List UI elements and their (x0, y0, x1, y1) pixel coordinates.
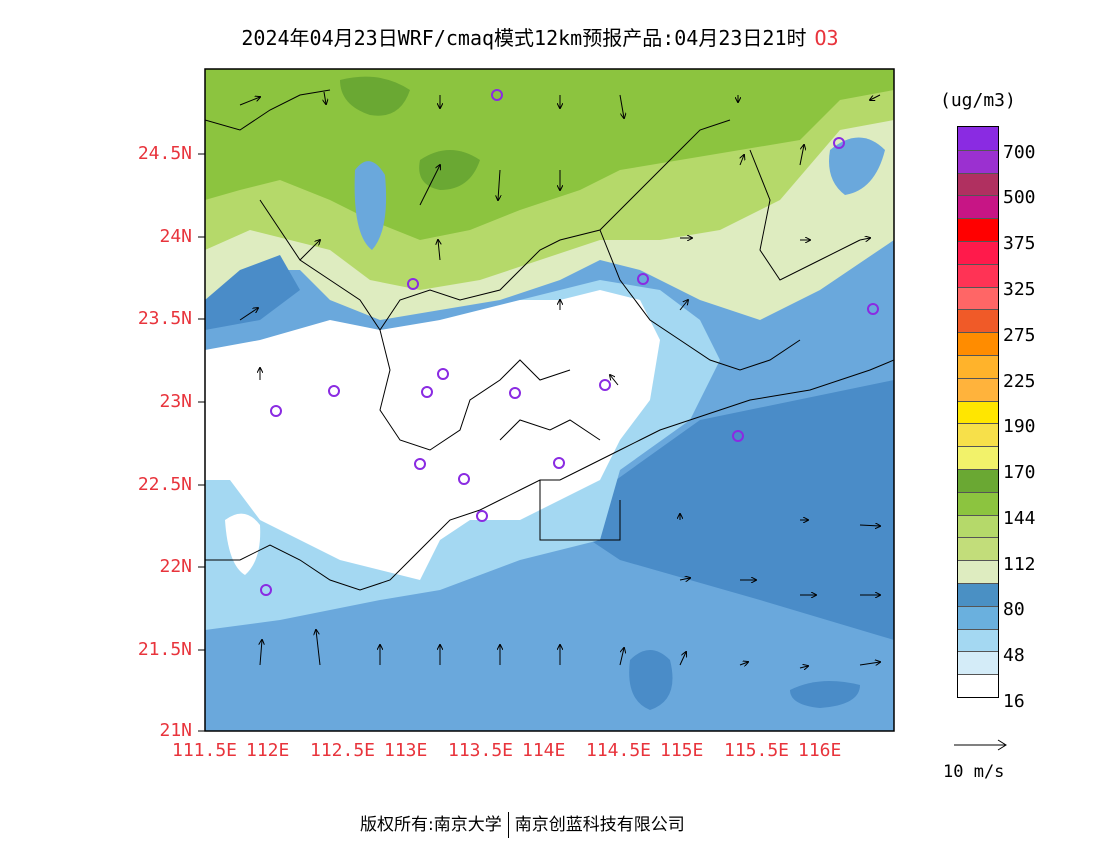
colorbar-swatch (958, 628, 998, 652)
colorbar-swatch (958, 651, 998, 675)
map-frame (204, 68, 895, 732)
ne-sea-blob (829, 137, 885, 195)
lon-label: 111.5E (172, 740, 238, 761)
colorbar-label: 48 (1003, 645, 1025, 666)
colorbar-swatch (958, 172, 998, 196)
lon-label: 114.5E (586, 740, 652, 761)
colorbar-label: 16 (1003, 691, 1025, 712)
inland-sea-blob (354, 161, 387, 250)
sea-dark-band (560, 380, 894, 640)
coastal-white-zone (205, 290, 660, 580)
lat-label: 21N (159, 720, 192, 741)
lat-label: 24.5N (137, 143, 192, 164)
colorbar-swatch (958, 582, 998, 606)
colorbar-swatch (958, 286, 998, 310)
colorbar-swatch (958, 423, 998, 447)
colorbar-swatch (958, 309, 998, 333)
lon-label: 114E (522, 740, 566, 761)
sea-dark-blob-2 (790, 681, 860, 708)
colorbar-swatch (958, 218, 998, 241)
colorbar-swatch (958, 240, 998, 264)
colorbar-unit: (ug/m3) (940, 90, 1016, 111)
lon-label: 115E (660, 740, 704, 761)
colorbar-label: 375 (1003, 233, 1036, 254)
colorbar-swatch (958, 149, 998, 173)
colorbar-swatch (958, 491, 998, 515)
lat-label: 24N (159, 226, 192, 247)
colorbar-label: 500 (1003, 187, 1036, 208)
title-species: O3 (814, 26, 839, 50)
footer-divider (507, 812, 509, 838)
lat-label: 22.5N (137, 474, 192, 495)
station-markers (260, 89, 879, 596)
axis-ticks (198, 153, 205, 732)
colorbar-label: 144 (1003, 508, 1036, 529)
sea-dark-blob (629, 650, 673, 710)
colorbar-swatch (958, 605, 998, 629)
colorbar-swatch (958, 400, 998, 424)
colorbar-label: 275 (1003, 325, 1036, 346)
colorbar-swatch (958, 560, 998, 583)
colorbar-swatch (958, 674, 998, 697)
colorbar-swatch (958, 446, 998, 469)
inland-dark-zone (419, 150, 480, 190)
wind-reference-arrow (954, 739, 1007, 751)
coastline-boundaries (205, 89, 894, 591)
wind-reference-label: 10 m/s (943, 762, 1005, 782)
lon-label: 113.5E (448, 740, 514, 761)
colorbar-swatch (958, 195, 998, 219)
page-title: 2024年04月23日WRF/cmaq模式12km预报产品:04月23日21时 O… (0, 22, 1080, 51)
wind-vectors (239, 91, 880, 668)
lon-label: 112.5E (310, 740, 376, 761)
concentration-field (205, 69, 894, 731)
colorbar-swatch (958, 537, 998, 561)
colorbar-label: 190 (1003, 416, 1036, 437)
colorbar (957, 126, 999, 698)
colorbar-label: 80 (1003, 599, 1025, 620)
lon-label: 116E (798, 740, 842, 761)
colorbar-swatch (958, 127, 998, 150)
colorbar-swatch (958, 354, 998, 378)
colorbar-label: 112 (1003, 554, 1036, 575)
colorbar-swatch (958, 377, 998, 401)
colorbar-label: 170 (1003, 462, 1036, 483)
colorbar-swatch (958, 332, 998, 355)
colorbar-label: 700 (1003, 142, 1036, 163)
inland-dark-zone-2 (340, 76, 410, 116)
lat-label: 23.5N (137, 308, 192, 329)
lat-label: 22N (159, 556, 192, 577)
title-main: 2024年04月23日WRF/cmaq模式12km预报产品:04月23日21时 (241, 26, 807, 50)
colorbar-label: 325 (1003, 279, 1036, 300)
colorbar-label: 225 (1003, 371, 1036, 392)
west-sea-tongue (205, 255, 300, 330)
lat-label: 21.5N (137, 639, 192, 660)
lat-label: 23N (159, 391, 192, 412)
lon-label: 113E (384, 740, 428, 761)
footer-company: 南京创蓝科技有限公司 (514, 815, 685, 835)
colorbar-swatch (958, 468, 998, 492)
footer: 版权所有:南京大学 南京创蓝科技有限公司 (360, 810, 685, 838)
colorbar-swatch (958, 263, 998, 287)
lon-label: 112E (246, 740, 290, 761)
footer-copyright: 版权所有:南京大学 (360, 815, 502, 835)
colorbar-swatch (958, 514, 998, 538)
lon-label: 115.5E (724, 740, 790, 761)
